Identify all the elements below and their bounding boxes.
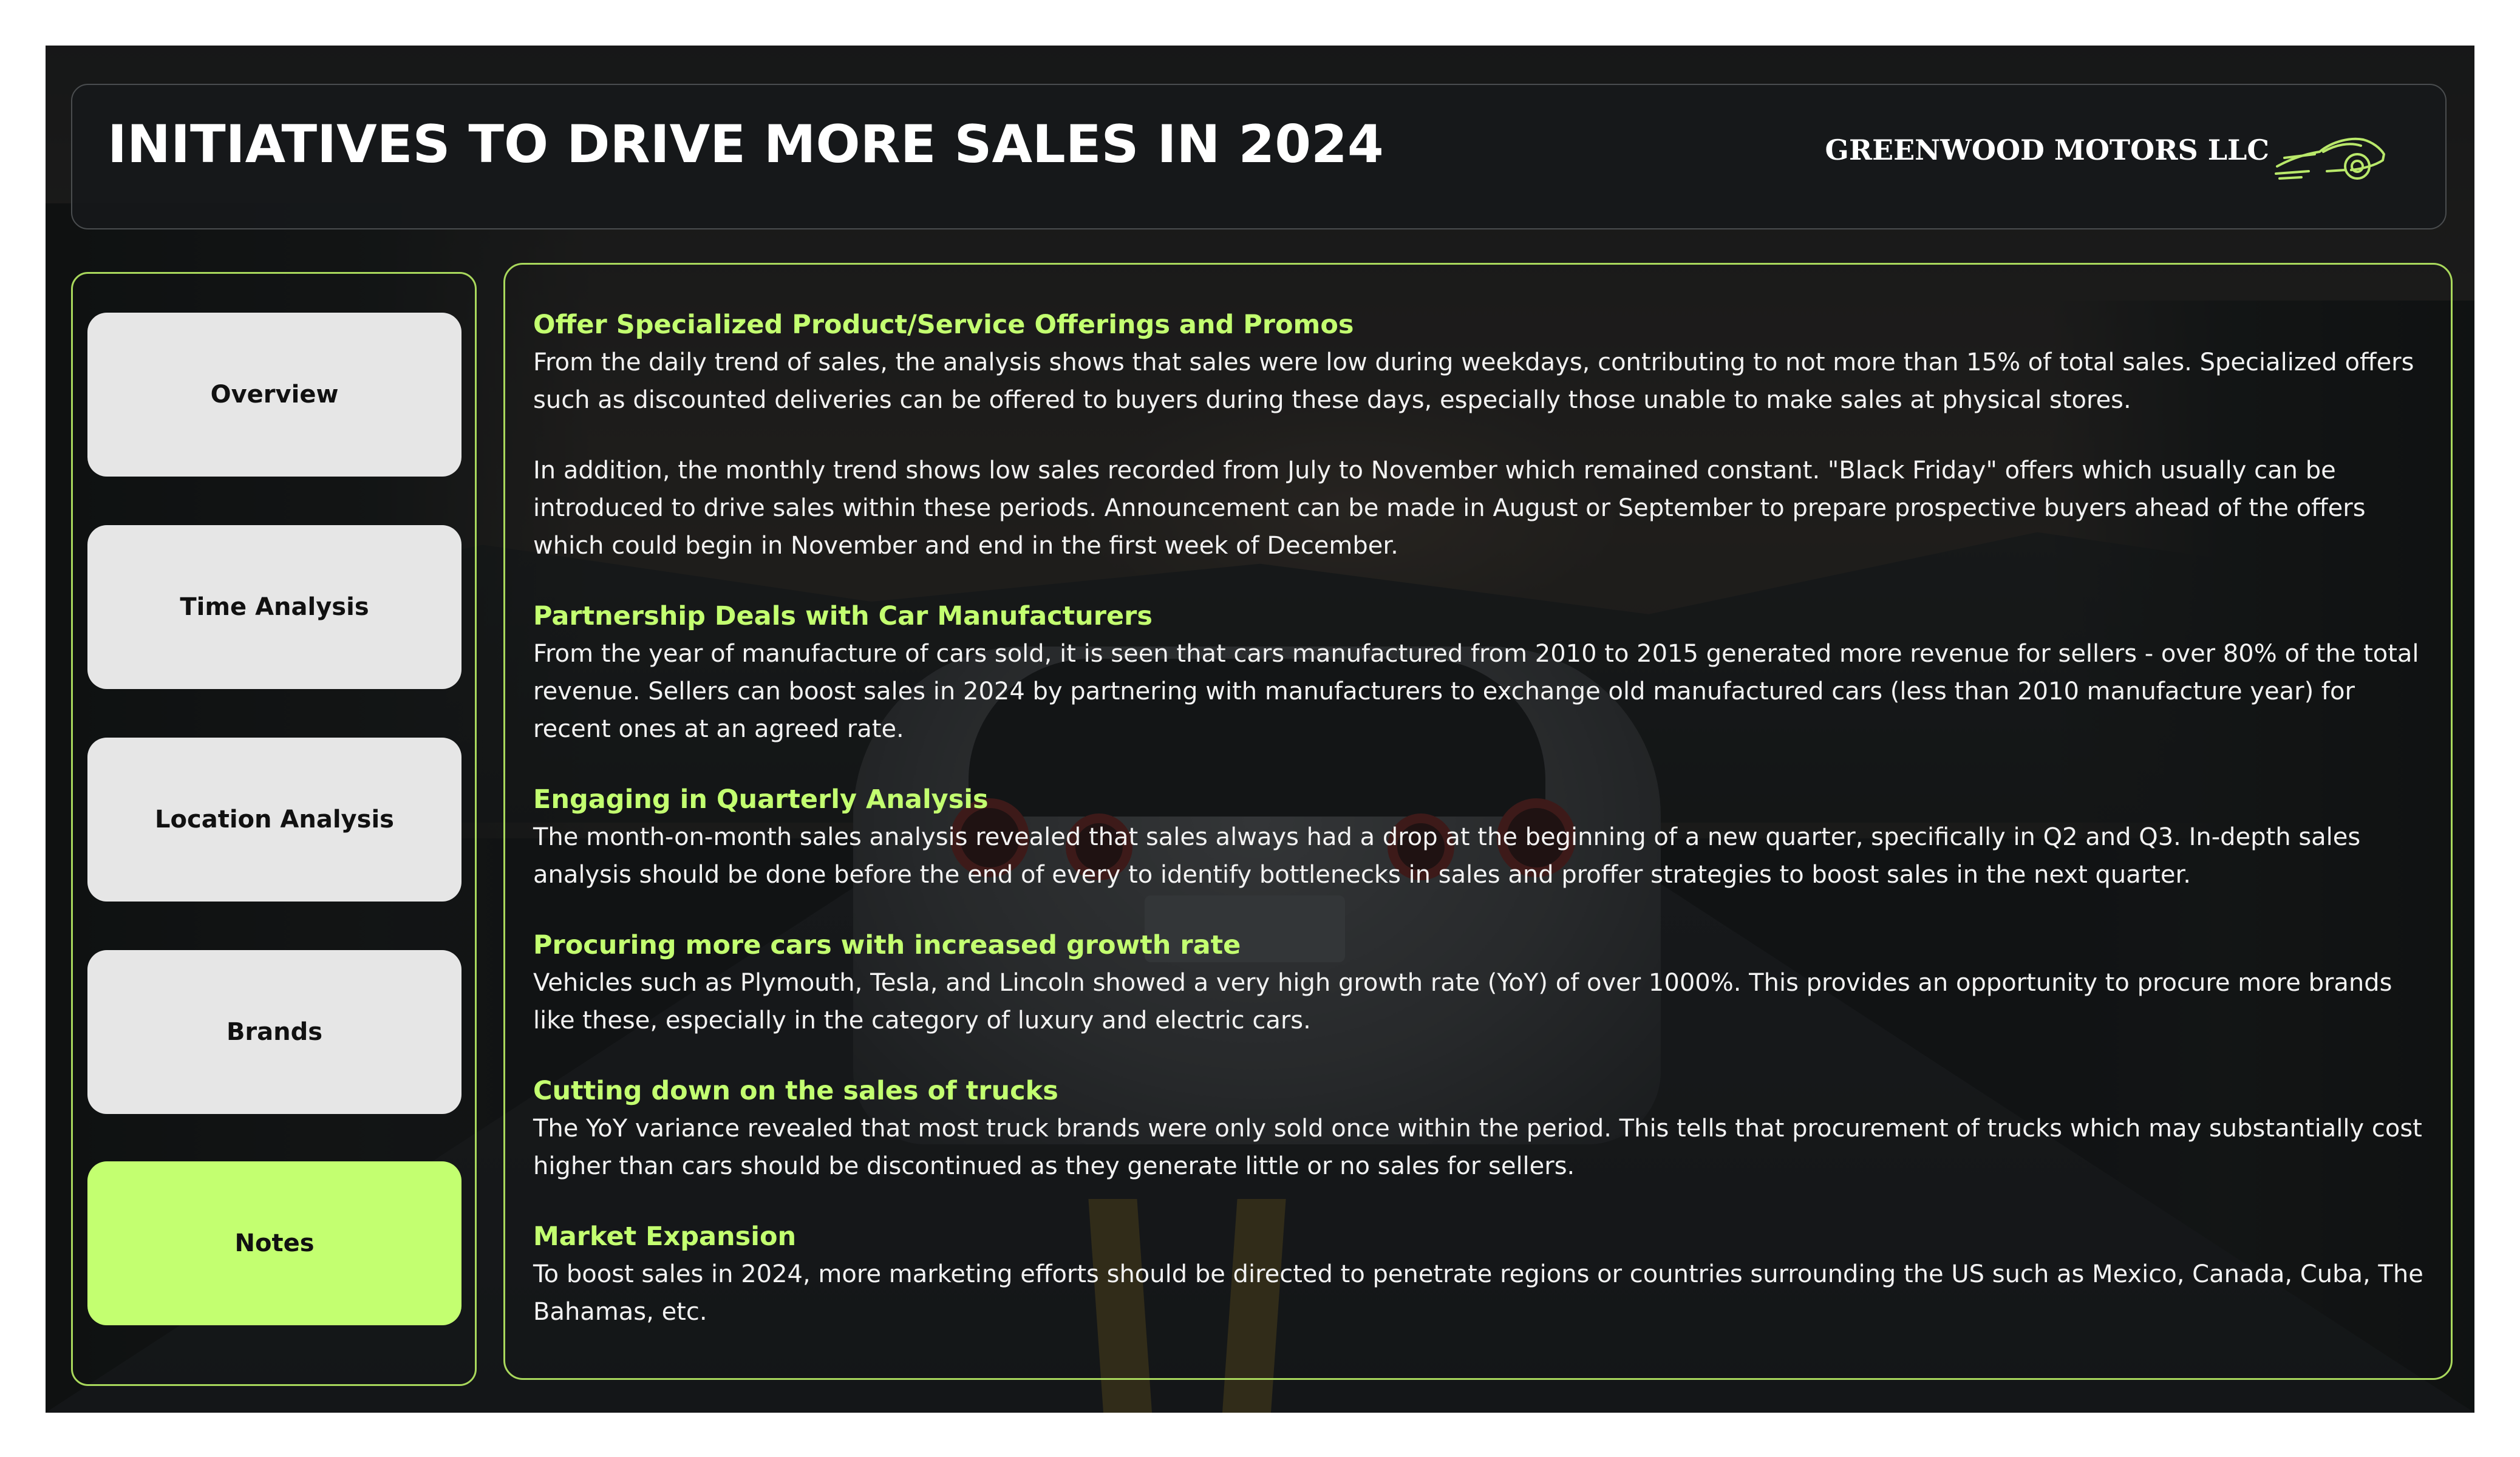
section-heading: Market Expansion bbox=[533, 1221, 797, 1252]
report-page: INITIATIVES TO DRIVE MORE SALES IN 2024 … bbox=[46, 46, 2474, 1413]
section-paragraph: The YoY variance revealed that most truc… bbox=[533, 1115, 2422, 1180]
navigation-panel: Overview Time Analysis Location Analysis… bbox=[71, 272, 477, 1386]
nav-overview-button[interactable]: Overview bbox=[87, 313, 461, 477]
section-paragraph: From the daily trend of sales, the analy… bbox=[533, 348, 2414, 414]
section-heading: Procuring more cars with increased growt… bbox=[533, 930, 1241, 960]
nav-time-analysis-button[interactable]: Time Analysis bbox=[87, 525, 461, 689]
header-bar: INITIATIVES TO DRIVE MORE SALES IN 2024 … bbox=[71, 84, 2447, 229]
sports-car-icon bbox=[2275, 137, 2385, 180]
company-name: GREENWOOD MOTORS LLC bbox=[1825, 134, 2269, 166]
notes-panel: Offer Specialized Product/Service Offeri… bbox=[503, 263, 2453, 1380]
section-heading: Cutting down on the sales of trucks bbox=[533, 1076, 1058, 1106]
nav-location-analysis-button[interactable]: Location Analysis bbox=[87, 738, 461, 902]
nav-brands-button[interactable]: Brands bbox=[87, 950, 461, 1114]
section-paragraph: Vehicles such as Plymouth, Tesla, and Li… bbox=[533, 969, 2392, 1034]
section-paragraph: The month-on-month sales analysis reveal… bbox=[533, 823, 2361, 889]
notes-content: Offer Specialized Product/Service Offeri… bbox=[533, 306, 2428, 1331]
section-heading: Offer Specialized Product/Service Offeri… bbox=[533, 310, 1354, 340]
page-title: INITIATIVES TO DRIVE MORE SALES IN 2024 bbox=[107, 114, 1384, 175]
section-paragraph: From the year of manufacture of cars sol… bbox=[533, 640, 2419, 743]
section-paragraph: In addition, the monthly trend shows low… bbox=[533, 457, 2366, 560]
section-heading: Engaging in Quarterly Analysis bbox=[533, 784, 989, 815]
section-paragraph: To boost sales in 2024, more marketing e… bbox=[533, 1260, 2423, 1326]
nav-notes-button[interactable]: Notes bbox=[87, 1161, 461, 1325]
section-heading: Partnership Deals with Car Manufacturers bbox=[533, 601, 1153, 631]
